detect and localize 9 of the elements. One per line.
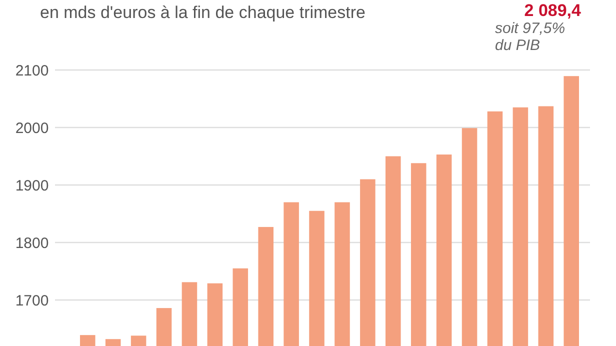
text: du PIB <box>495 37 540 54</box>
text: 2 089,4 <box>524 1 582 20</box>
chart-subtitle: en mds d'euros à la fin de chaque trimestre <box>40 3 366 22</box>
text: soit 97,5% <box>495 20 566 37</box>
y-tick-label: 1700 <box>15 292 49 310</box>
y-tick-label: 2000 <box>15 120 49 137</box>
y-tick-label: 1900 <box>15 177 49 194</box>
y-tick-label: 1800 <box>15 234 49 252</box>
y-tick-label: 2100 <box>15 62 49 80</box>
